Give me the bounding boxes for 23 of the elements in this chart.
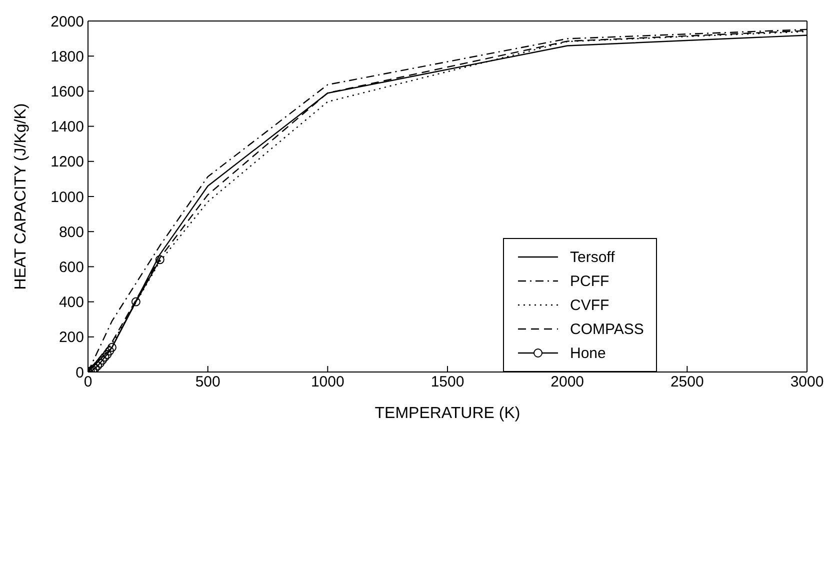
y-tick-label: 1400 <box>50 118 84 136</box>
legend-label: PCFF <box>570 272 610 290</box>
y-tick-label: 2000 <box>50 13 84 30</box>
x-tick-label: 2000 <box>550 374 584 391</box>
legend-label: CVFF <box>570 296 610 314</box>
y-tick-label: 1000 <box>50 188 84 206</box>
y-axis-title: HEAT CAPACITY (J/Kg/K) <box>12 103 30 290</box>
y-tick-label: 1800 <box>50 48 84 66</box>
y-tick-label: 200 <box>58 329 84 346</box>
y-tick-label: 800 <box>58 224 84 241</box>
y-tick-label: 1200 <box>50 154 84 171</box>
x-tick-label: 1000 <box>310 374 344 391</box>
x-axis-title: TEMPERATURE (K) <box>374 405 520 422</box>
legend-label: COMPASS <box>570 320 644 338</box>
y-tick-label: 600 <box>58 259 84 276</box>
legend-label: Hone <box>570 344 606 362</box>
y-tick-label: 400 <box>58 294 84 312</box>
x-tick-label: 500 <box>195 374 220 391</box>
x-tick-label: 3000 <box>790 374 824 391</box>
x-tick-label: 1500 <box>430 374 464 391</box>
legend-label: Tersoff <box>570 248 615 266</box>
x-tick-label: 2500 <box>670 374 704 391</box>
y-tick-label: 1600 <box>50 84 84 101</box>
